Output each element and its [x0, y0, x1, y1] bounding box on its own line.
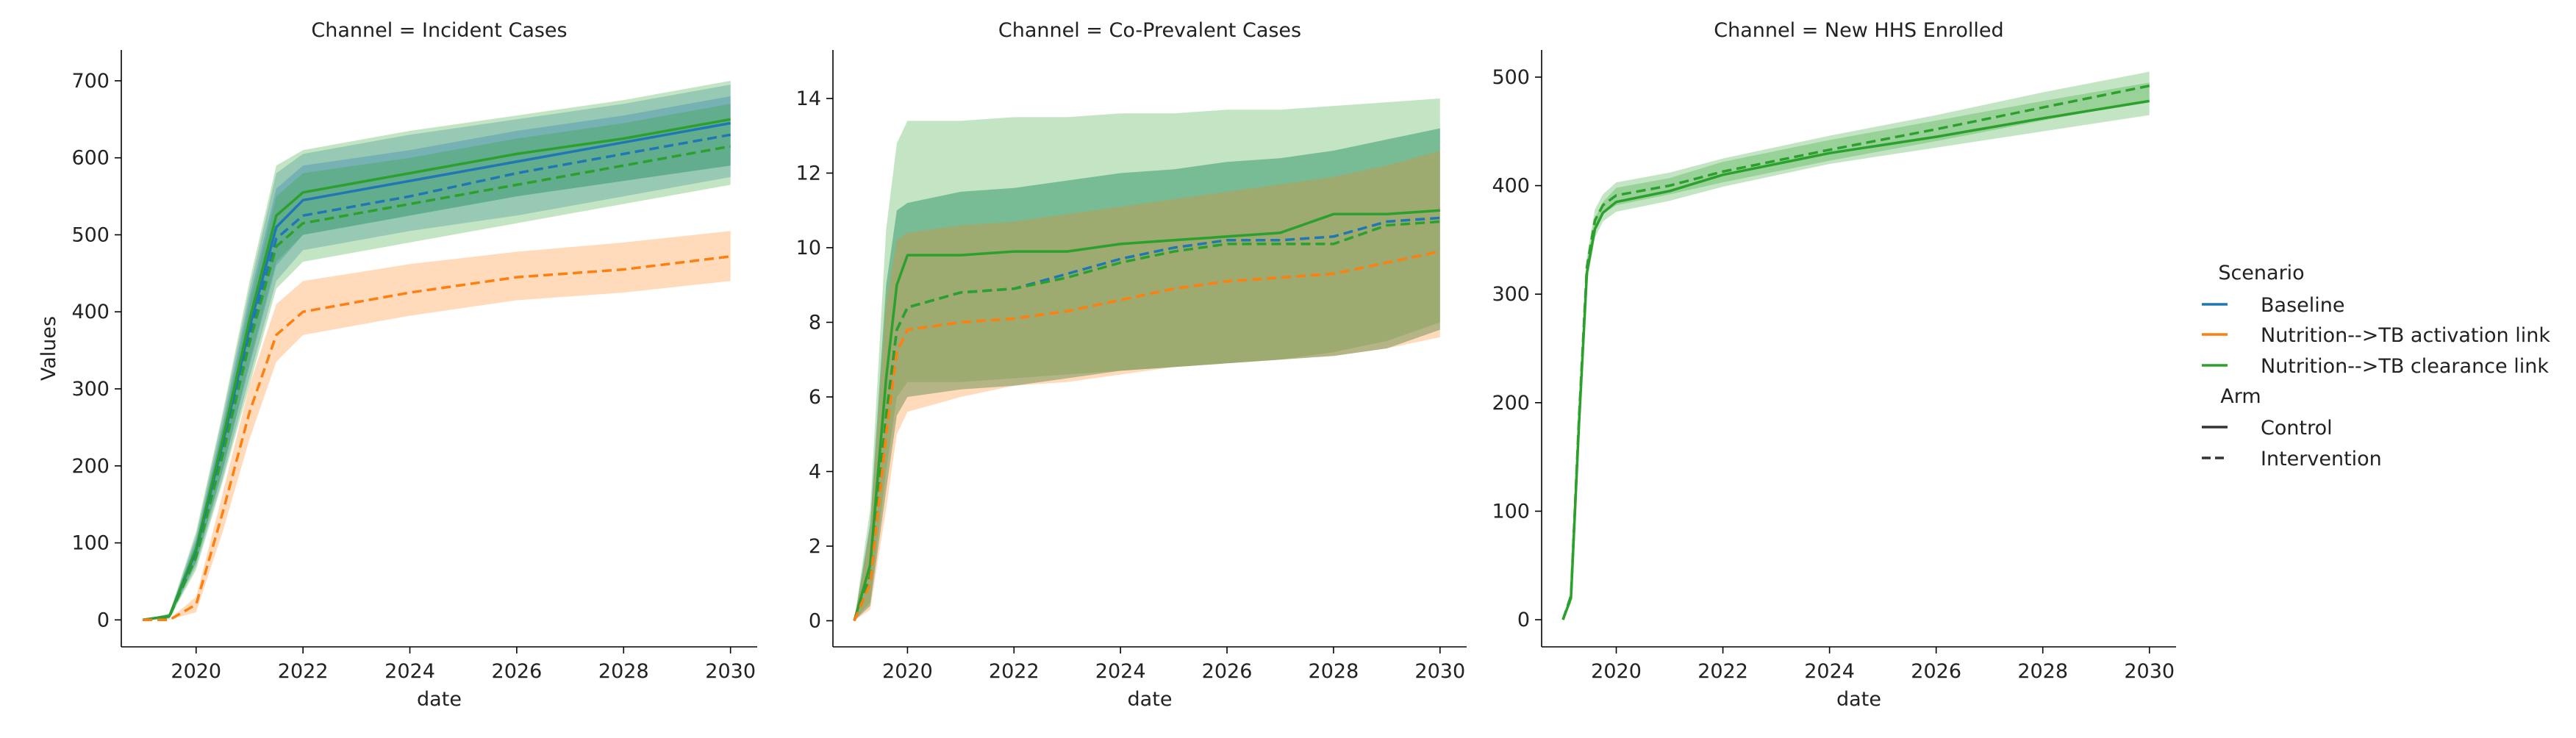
panel-2: Channel = Co-Prevalent Cases 0 2 4 6 8 10 12 14 2… [796, 19, 1467, 711]
line-nutrition-tb-activation-link-intervention [853, 250, 1441, 622]
line-nutrition-tb-clearance-link-control [142, 118, 731, 622]
y-tick-label: 500 [1492, 66, 1530, 89]
y-tick-label: 6 [809, 386, 821, 409]
y-tick-label: 400 [71, 301, 110, 323]
legend-scenario-title: Scenario [2218, 262, 2304, 284]
x-tick-label: 2028 [1309, 660, 1359, 683]
legend-label-clearance: Nutrition-->TB clearance link [2261, 355, 2549, 378]
panel-title: Channel = Incident Cases [311, 19, 567, 42]
x-tick-label: 2030 [705, 660, 756, 683]
x-tick-label: 2024 [1095, 660, 1146, 683]
band-nutrition-tb-clearance-link-control [143, 80, 731, 620]
y-tick-label: 0 [1517, 609, 1530, 631]
x-tick-label: 2020 [1591, 660, 1642, 683]
x-tick-label: 2024 [384, 660, 435, 683]
panel-1: Channel = Incident Cases 0 100 200 300 400 500… [37, 19, 757, 711]
band-baseline-control [143, 85, 731, 620]
y-tick-label: 300 [71, 378, 110, 401]
band-baseline-intervention [143, 96, 731, 620]
y-tick-label: 10 [796, 237, 821, 259]
x-tick-label: 2026 [1911, 660, 1961, 683]
y-tick-label: 4 [809, 460, 821, 483]
band-nutrition-tb-clearance-link-intervention [1563, 71, 2150, 620]
x-tick-label: 2020 [171, 660, 221, 683]
panel-3: Channel = New HHS Enrolled 0 100 200 300 400 5… [1492, 19, 2176, 711]
legend-label-activation: Nutrition-->TB activation link [2261, 324, 2550, 347]
y-tick-label: 0 [97, 609, 110, 631]
y-tick-label: 700 [71, 70, 110, 93]
x-tick-label: 2030 [1414, 660, 1465, 683]
y-tick-label: 0 [809, 609, 821, 632]
panel-title: Channel = Co-Prevalent Cases [998, 19, 1301, 42]
legend: Scenario Baseline Nutrition-->TB activat… [2202, 262, 2550, 470]
x-axis-label: date [1128, 688, 1173, 711]
legend-label-intervention: Intervention [2261, 448, 2382, 470]
x-tick-label: 2022 [989, 660, 1040, 683]
x-tick-label: 2020 [882, 660, 933, 683]
x-tick-label: 2026 [1202, 660, 1253, 683]
panel-title: Channel = New HHS Enrolled [1714, 19, 2003, 42]
y-tick-label: 100 [71, 532, 110, 555]
x-tick-label: 2028 [598, 660, 649, 683]
panels: Channel = Incident Cases0100200300400500… [37, 19, 2176, 711]
x-tick-label: 2022 [278, 660, 329, 683]
x-tick-label: 2022 [1697, 660, 1748, 683]
y-axis-label: Values [37, 316, 60, 381]
line-baseline-intervention [142, 133, 731, 622]
legend-label-baseline: Baseline [2261, 294, 2344, 317]
band-nutrition-tb-activation-link-intervention [854, 151, 1440, 621]
line-nutrition-tb-clearance-link-control [853, 209, 1440, 621]
y-tick-label: 8 [809, 311, 821, 334]
x-axis-label: date [1836, 688, 1881, 711]
y-tick-label: 600 [71, 147, 110, 170]
y-tick-label: 200 [71, 455, 110, 478]
band-nutrition-tb-clearance-link-control [1563, 82, 2150, 620]
x-axis-label: date [417, 688, 462, 711]
x-tick-label: 2026 [492, 660, 543, 683]
y-tick-label: 14 [796, 87, 821, 110]
y-tick-label: 500 [71, 223, 110, 246]
y-tick-label: 2 [809, 535, 821, 558]
x-tick-label: 2030 [2124, 660, 2175, 683]
y-tick-label: 400 [1492, 175, 1530, 198]
line-nutrition-tb-clearance-link-intervention [853, 220, 1440, 622]
legend-arm-title: Arm [2220, 385, 2261, 408]
x-tick-label: 2028 [2017, 660, 2068, 683]
line-nutrition-tb-clearance-link-intervention [142, 145, 731, 622]
x-tick-label: 2024 [1804, 660, 1855, 683]
band-nutrition-tb-clearance-link-intervention [143, 104, 731, 620]
legend-label-control: Control [2261, 417, 2333, 440]
y-tick-label: 12 [796, 162, 821, 184]
line-nutrition-tb-activation-link-intervention [143, 255, 731, 622]
y-tick-label: 300 [1492, 283, 1530, 306]
band-nutrition-tb-activation-link-intervention [143, 231, 731, 620]
y-tick-label: 100 [1492, 500, 1530, 523]
line-nutrition-tb-clearance-link-intervention [1561, 84, 2150, 620]
y-tick-label: 200 [1492, 392, 1530, 415]
